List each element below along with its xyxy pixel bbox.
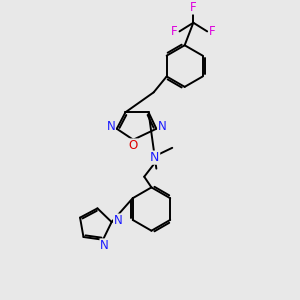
Text: N: N bbox=[150, 151, 160, 164]
Text: F: F bbox=[209, 25, 216, 38]
Text: O: O bbox=[129, 139, 138, 152]
Text: N: N bbox=[114, 214, 122, 227]
Text: N: N bbox=[106, 120, 116, 133]
Text: N: N bbox=[158, 120, 167, 133]
Text: F: F bbox=[190, 1, 196, 14]
Text: F: F bbox=[171, 25, 178, 38]
Text: N: N bbox=[100, 239, 109, 252]
